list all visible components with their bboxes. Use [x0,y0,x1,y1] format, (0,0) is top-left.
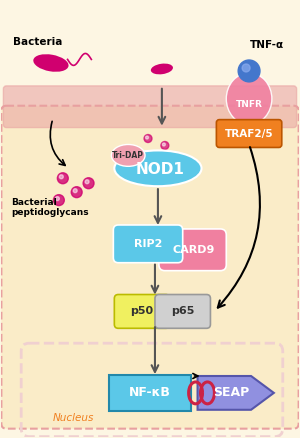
Circle shape [56,197,59,201]
Ellipse shape [151,64,173,74]
Text: SEAP: SEAP [213,386,249,399]
Text: TRAF2/5: TRAF2/5 [225,128,273,138]
Ellipse shape [226,73,272,124]
FancyBboxPatch shape [2,106,298,429]
Text: Bacterial
peptidoglycans: Bacterial peptidoglycans [11,198,89,217]
Circle shape [161,141,169,149]
FancyBboxPatch shape [155,294,210,328]
Text: p50: p50 [130,307,154,316]
Text: Bacteria: Bacteria [13,37,63,47]
FancyBboxPatch shape [159,229,226,271]
Text: RIP2: RIP2 [134,239,162,249]
Text: Tri-DAP: Tri-DAP [112,151,144,160]
Circle shape [242,64,250,72]
Text: NF-κB: NF-κB [129,386,171,399]
Ellipse shape [114,150,202,186]
FancyBboxPatch shape [3,86,297,127]
Ellipse shape [111,145,145,166]
FancyBboxPatch shape [113,225,183,263]
Circle shape [57,173,68,184]
Circle shape [59,175,63,179]
Circle shape [146,136,148,139]
Text: CARD9: CARD9 [172,245,215,255]
Text: TNF-α: TNF-α [250,40,284,50]
Circle shape [83,178,94,189]
Circle shape [73,189,77,193]
Ellipse shape [33,54,68,72]
FancyBboxPatch shape [110,375,190,411]
Text: TNFR: TNFR [236,100,262,109]
Circle shape [53,194,64,205]
Circle shape [85,180,89,184]
FancyBboxPatch shape [114,294,170,328]
Polygon shape [198,376,274,410]
Text: p65: p65 [171,307,194,316]
Circle shape [71,187,82,198]
Circle shape [238,60,260,82]
Text: NOD1: NOD1 [136,162,184,177]
Text: Nucleus: Nucleus [53,413,94,423]
Circle shape [144,134,152,142]
Circle shape [162,143,165,146]
FancyBboxPatch shape [216,120,282,148]
